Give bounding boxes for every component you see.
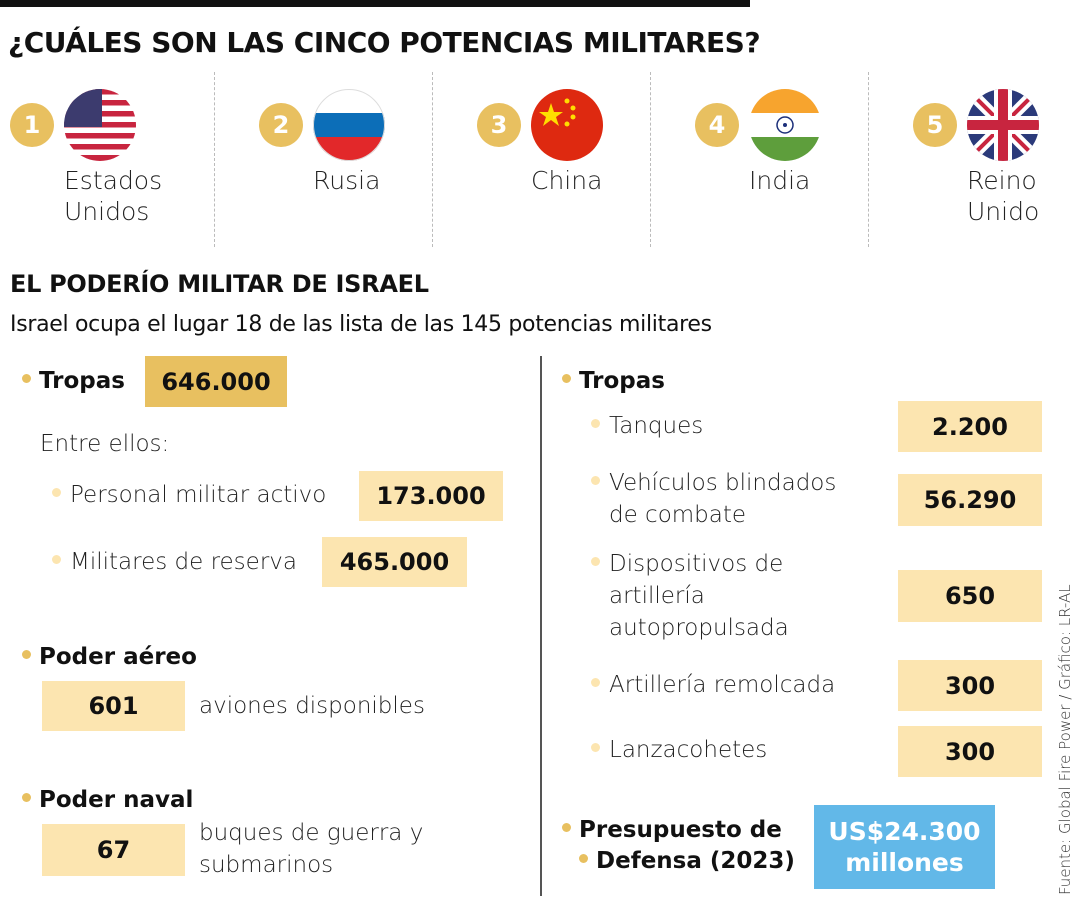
country-name: Estados Unidos bbox=[64, 166, 163, 226]
rank-badge: 3 bbox=[477, 103, 521, 147]
reserve-label: Militares de reserva bbox=[52, 546, 297, 578]
divider bbox=[650, 72, 651, 247]
air-value: 601 bbox=[42, 681, 185, 731]
column-divider bbox=[540, 356, 542, 896]
among-label: Entre ellos: bbox=[40, 431, 170, 457]
divider bbox=[432, 72, 433, 247]
russia-flag-icon bbox=[313, 89, 385, 161]
item-value: 300 bbox=[898, 726, 1042, 777]
item-value: 300 bbox=[898, 660, 1042, 711]
active-value: 173.000 bbox=[359, 471, 503, 521]
right-troops-label: Tropas bbox=[562, 366, 665, 397]
item-label: Tanques bbox=[591, 410, 703, 442]
usa-flag-icon bbox=[64, 89, 136, 161]
top-rule bbox=[0, 0, 750, 7]
uk-flag-icon bbox=[967, 89, 1039, 161]
item-value: 56.290 bbox=[898, 474, 1042, 526]
country-name: China bbox=[531, 166, 603, 195]
air-label: Poder aéreo bbox=[22, 642, 197, 673]
air-desc: aviones disponibles bbox=[199, 693, 425, 719]
country-name: Rusia bbox=[313, 166, 381, 195]
main-title: ¿CUÁLES SON LAS CINCO POTENCIAS MILITARE… bbox=[8, 26, 761, 59]
naval-label: Poder naval bbox=[22, 785, 193, 816]
divider bbox=[868, 72, 869, 247]
country-name: India bbox=[749, 166, 811, 195]
rank-badge: 2 bbox=[259, 103, 303, 147]
item-label: Vehículos blindados de combate bbox=[591, 467, 836, 531]
budget-label: Presupuesto de Defensa (2023) bbox=[562, 815, 795, 877]
budget-value: US$24.300 millones bbox=[814, 805, 995, 889]
rank-badge: 4 bbox=[695, 103, 739, 147]
country-name: Reino Unido bbox=[967, 166, 1040, 226]
section-subtitle: Israel ocupa el lugar 18 de las lista de… bbox=[10, 312, 712, 337]
divider bbox=[214, 72, 215, 247]
item-label: Artillería remolcada bbox=[591, 669, 835, 701]
india-flag-icon bbox=[749, 89, 821, 161]
rank-badge: 1 bbox=[10, 103, 54, 147]
active-label: Personal militar activo bbox=[52, 479, 326, 511]
item-label: Lanzacohetes bbox=[591, 734, 767, 766]
rank-badge: 5 bbox=[913, 103, 957, 147]
source-credit: Fuente: Global Fire Power / Gráfico: LR-… bbox=[1056, 584, 1074, 895]
item-value: 650 bbox=[898, 570, 1042, 622]
naval-desc: buques de guerra y submarinos bbox=[199, 820, 424, 878]
troops-value: 646.000 bbox=[145, 356, 287, 407]
item-label: Dispositivos de artillería autopropulsada bbox=[591, 548, 789, 644]
reserve-value: 465.000 bbox=[322, 537, 467, 587]
item-value: 2.200 bbox=[898, 401, 1042, 452]
naval-value: 67 bbox=[42, 824, 185, 876]
troops-label: Tropas bbox=[22, 366, 125, 397]
section-heading: EL PODERÍO MILITAR DE ISRAEL bbox=[10, 270, 429, 298]
china-flag-icon bbox=[531, 89, 603, 161]
